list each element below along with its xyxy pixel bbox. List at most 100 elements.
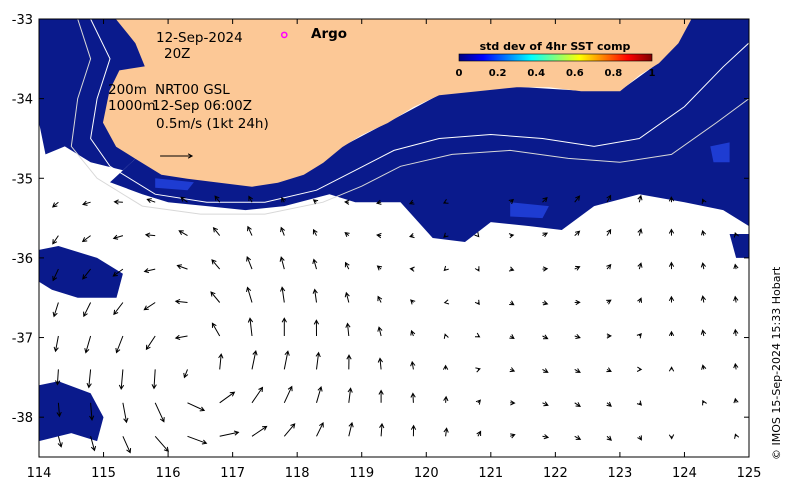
colorbar-tick-label-4: 0.8 (605, 68, 623, 79)
colorbar-ticks: 0 0.2 0.4 0.6 0.8 1 (456, 68, 656, 79)
current-arrow-93 (410, 360, 416, 370)
current-arrow-46 (219, 391, 236, 404)
current-arrow-14 (89, 402, 95, 421)
current-arrow-16 (113, 199, 123, 205)
y-tick-label-1: -34 (12, 93, 33, 108)
current-arrow-26 (143, 268, 156, 274)
current-arrow-114 (508, 266, 515, 272)
y-tick-label-4: -37 (12, 332, 33, 347)
current-arrow-163 (700, 295, 706, 303)
current-arrow-55 (251, 425, 268, 437)
plot-frame (38, 18, 750, 458)
colorbar-tick-label-5: 1 (649, 68, 656, 79)
current-arrow-39 (187, 435, 208, 445)
current-arrow-175 (734, 433, 740, 439)
current-arrow-105 (474, 232, 480, 238)
current-arrow-155 (668, 295, 675, 303)
current-arrow-161 (701, 229, 707, 236)
current-arrow-77 (346, 354, 352, 370)
sst-patch-1 (110, 19, 749, 242)
x-tick-label-7: 121 (478, 466, 503, 481)
credit-label: © IMOS 15-Sep-2024 15:33 Hobart (770, 266, 783, 460)
current-arrow-96 (442, 199, 449, 204)
current-arrow-144 (637, 194, 643, 203)
current-arrow-53 (251, 349, 258, 370)
y-tick-label-2: -35 (12, 172, 33, 187)
contour-200m-0 (90, 19, 749, 203)
current-vectors (51, 194, 740, 454)
current-arrow-103 (443, 427, 449, 437)
current-arrow-117 (509, 367, 516, 373)
current-arrow-102 (443, 395, 449, 403)
current-arrow-88 (408, 199, 415, 205)
current-arrow-141 (606, 367, 612, 373)
current-arrow-2 (52, 268, 59, 282)
current-arrow-45 (218, 353, 224, 370)
current-arrow-72 (344, 199, 350, 205)
current-arrow-17 (112, 234, 124, 240)
current-arrow-148 (636, 333, 642, 339)
current-arrow-121 (542, 232, 549, 238)
current-arrow-43 (210, 291, 221, 303)
current-arrow-151 (637, 435, 642, 441)
x-tick-label-11: 125 (737, 466, 762, 481)
current-arrow-126 (542, 401, 549, 407)
current-arrow-92 (410, 329, 416, 337)
current-arrow-65 (312, 228, 318, 236)
current-arrow-60 (281, 317, 287, 336)
current-arrow-73 (344, 231, 350, 237)
current-arrow-32 (180, 196, 188, 203)
current-arrow-62 (283, 385, 293, 404)
depth-200-label: 200m (108, 82, 147, 98)
current-arrow-101 (442, 364, 449, 370)
current-arrow-78 (347, 387, 353, 403)
current-arrow-97 (443, 232, 449, 238)
current-arrow-83 (377, 295, 383, 303)
current-arrow-107 (474, 299, 480, 306)
current-arrow-30 (154, 402, 165, 423)
x-tick-label-1: 115 (91, 466, 116, 481)
current-arrow-131 (574, 299, 581, 306)
sst-patch-4 (729, 234, 749, 258)
sst-field (39, 19, 749, 442)
current-arrow-42 (211, 259, 221, 270)
current-arrow-171 (733, 295, 739, 303)
current-arrow-47 (219, 430, 240, 437)
current-arrow-154 (668, 261, 675, 270)
current-arrow-20 (115, 335, 124, 354)
current-arrow-124 (542, 334, 549, 340)
current-arrow-25 (144, 232, 156, 238)
sst-patch-2 (39, 246, 123, 298)
current-arrow-57 (280, 226, 286, 236)
current-arrow-15 (90, 436, 97, 452)
date-label: 12-Sep-2024 (156, 30, 243, 46)
current-arrow-138 (606, 263, 612, 270)
current-arrow-123 (542, 300, 549, 306)
current-arrow-99 (443, 299, 450, 305)
y-tick-label-5: -38 (12, 411, 33, 426)
current-arrow-98 (443, 265, 449, 272)
current-arrow-3 (52, 302, 59, 318)
sst-patch-0 (39, 19, 146, 171)
current-arrow-37 (183, 369, 189, 379)
current-arrow-140 (606, 333, 612, 339)
current-arrow-74 (344, 261, 350, 270)
current-arrow-9 (81, 235, 91, 243)
current-arrow-19 (113, 302, 124, 316)
current-arrow-157 (668, 366, 675, 372)
current-arrow-118 (510, 400, 516, 406)
current-arrow-159 (668, 434, 675, 440)
sst-bright-patch-1 (510, 202, 549, 219)
current-arrow-143 (606, 435, 612, 441)
axes: 114 115 116 117 118 119 120 121 122 123 124 125 -33 -… (12, 13, 762, 481)
bathymetry-contours (70, 19, 749, 215)
current-arrow-75 (344, 291, 350, 303)
current-arrow-69 (315, 351, 321, 370)
current-arrow-86 (378, 389, 384, 403)
current-arrow-50 (246, 256, 253, 270)
current-arrow-67 (312, 288, 318, 303)
current-arrow-156 (668, 330, 675, 337)
sst-bright-patch-0 (155, 178, 194, 191)
colorbar-bar (458, 53, 653, 62)
